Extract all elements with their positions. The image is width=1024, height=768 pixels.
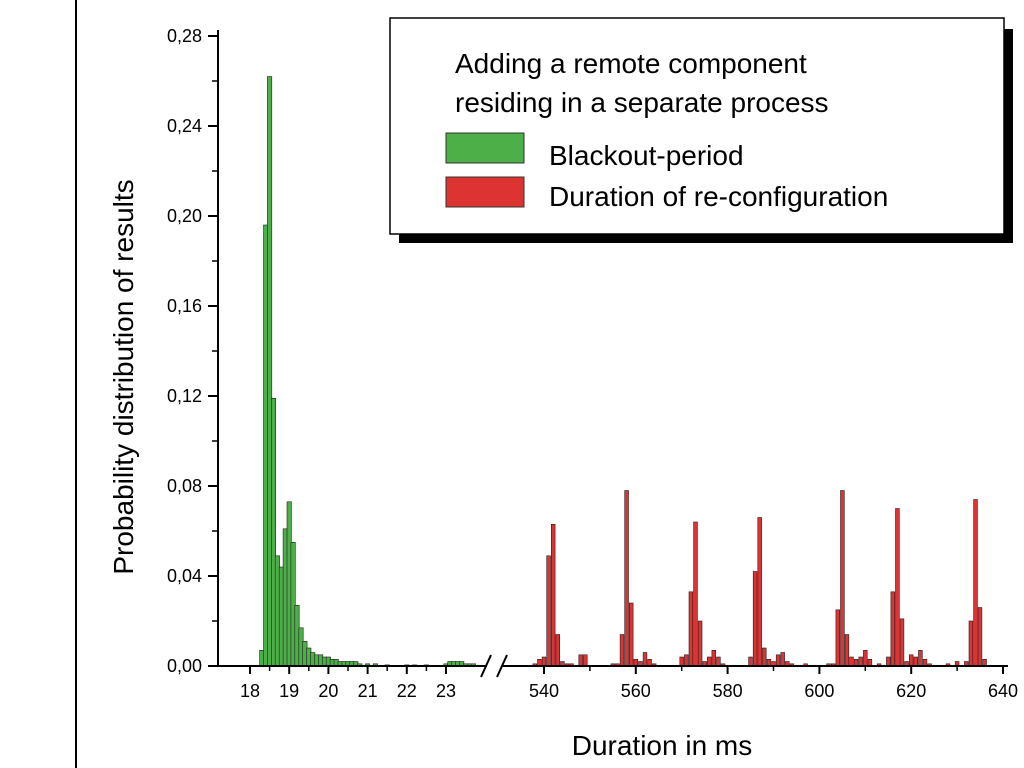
x-tick-label: 18 [240, 681, 260, 701]
bar-reconfig [762, 647, 767, 667]
bar-reconfig [628, 602, 634, 667]
x-tick-label: 540 [529, 681, 559, 701]
y-tick-label: 0,12 [167, 386, 202, 406]
bar-reconfig [780, 652, 785, 667]
legend-title-line2: residing in a separate process [455, 87, 829, 118]
bar-reconfig [752, 571, 758, 667]
axis-break-mark [496, 654, 508, 678]
bar-reconfig [578, 654, 583, 667]
bar-reconfig [546, 555, 551, 667]
x-tick-label: 600 [804, 681, 834, 701]
legend-label-reconfig: Duration of re-configuration [549, 181, 888, 212]
x-tick-label: 20 [318, 681, 338, 701]
y-tick-label: 0,04 [167, 566, 202, 586]
bar-reconfig [858, 656, 863, 667]
y-tick-label: 0,00 [167, 656, 202, 676]
bar-reconfig [775, 654, 781, 667]
bar-reconfig [913, 656, 919, 667]
bar-reconfig [977, 607, 983, 667]
y-tick-label: 0,20 [167, 206, 202, 226]
y-tick-label: 0,16 [167, 296, 202, 316]
x-tick-label: 19 [279, 681, 299, 701]
bar-reconfig [918, 649, 923, 667]
legend-label-blackout: Blackout-period [549, 140, 744, 171]
bar-reconfig [693, 521, 698, 667]
bar-reconfig [550, 523, 556, 667]
bar-reconfig [895, 508, 900, 667]
y-tick-label: 0,08 [167, 476, 202, 496]
bar-reconfig [973, 499, 978, 667]
bar-reconfig [849, 656, 854, 667]
bar-reconfig [706, 656, 712, 667]
legend-swatch-blackout [445, 132, 525, 164]
x-tick-label: 560 [621, 681, 651, 701]
legend-swatch-reconfig [445, 176, 525, 208]
bar-reconfig [908, 654, 914, 667]
left-frame-line [75, 0, 77, 768]
bar-reconfig [642, 652, 648, 667]
bar-reconfig [968, 620, 974, 667]
bar-reconfig [619, 634, 625, 667]
y-tick-label: 0,24 [167, 116, 202, 136]
x-tick-label: 22 [397, 681, 417, 701]
ticks-layer: 0,00 0,04 0,08 0,12 0,16 0,20 0,24 0,28 18 19 20 21… [167, 26, 1018, 701]
x-tick-label: 23 [436, 681, 456, 701]
bar-reconfig [835, 609, 841, 667]
bar-reconfig [890, 591, 896, 667]
bar-reconfig [899, 618, 905, 667]
bar-reconfig [886, 656, 891, 667]
bar-reconfig [840, 490, 845, 667]
legend-title-line1: Adding a remote component [455, 48, 807, 79]
axes-layer [217, 30, 1008, 678]
bar-reconfig [541, 656, 547, 667]
bar-reconfig [716, 656, 721, 667]
bar-reconfig [688, 591, 694, 667]
bar-reconfig [679, 656, 684, 667]
bar-reconfig [757, 517, 762, 667]
legend: Adding a remote component residing in a … [389, 17, 1013, 243]
bar-reconfig [684, 654, 689, 667]
bar-reconfig [583, 654, 588, 667]
y-tick-label: 0,28 [167, 26, 202, 46]
x-tick-label: 640 [988, 681, 1018, 701]
bar-reconfig [863, 649, 868, 667]
y-axis-title: Probability distribution of results [108, 179, 139, 574]
x-tick-label: 21 [358, 681, 378, 701]
axis-break-mark [480, 654, 492, 678]
x-tick-label: 580 [713, 681, 743, 701]
bar-reconfig [748, 656, 753, 667]
x-tick-label: 620 [896, 681, 926, 701]
x-axis-title: Duration in ms [572, 730, 753, 761]
bar-reconfig [711, 649, 717, 667]
bar-reconfig [844, 634, 850, 667]
bar-reconfig [624, 490, 629, 667]
bar-reconfig [697, 620, 703, 667]
bar-reconfig [555, 634, 561, 667]
